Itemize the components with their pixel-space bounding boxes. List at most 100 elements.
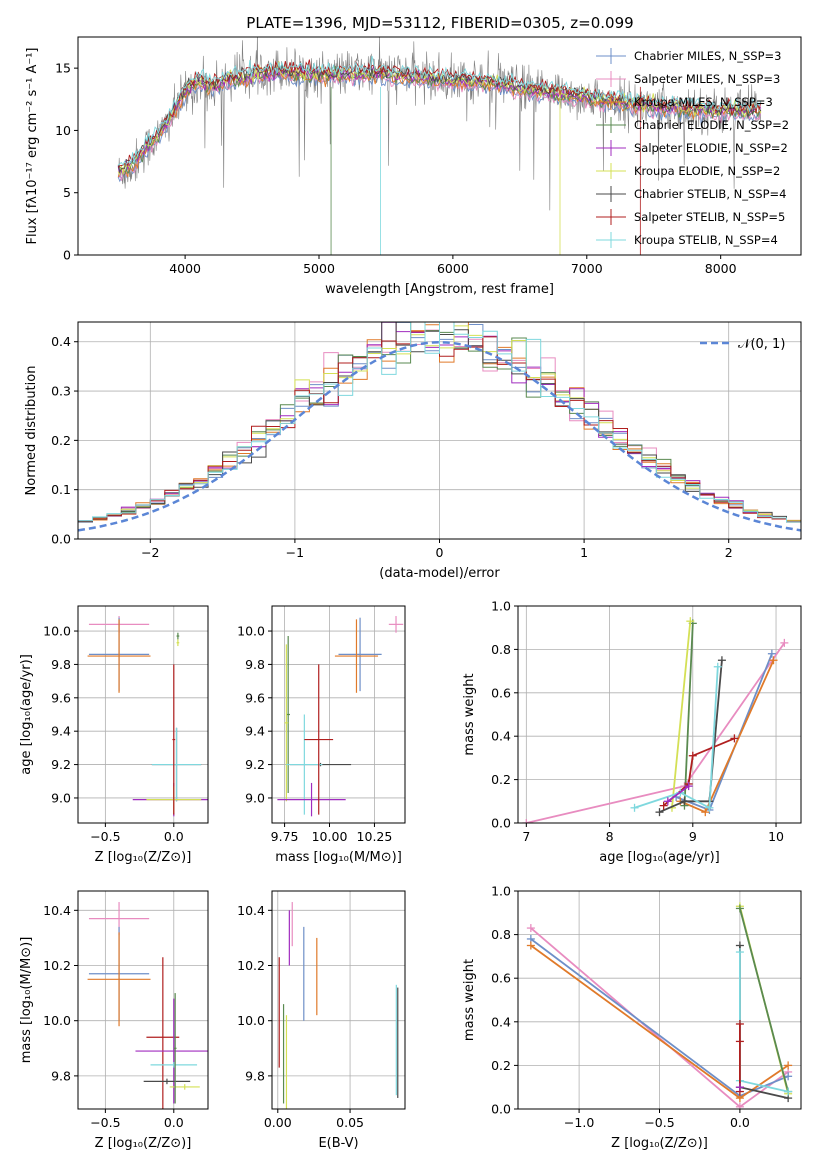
x-tick-label: 0.00 — [264, 1115, 292, 1130]
y-tick-label: 0.8 — [491, 927, 511, 942]
x-tick-label: 7 — [522, 829, 530, 844]
age-vs-Z-axes: −0.5 0.0 9.0 9.2 9.4 9.6 9.8 10.0 Z [log₁₀(Z/Z⊙)… — [19, 605, 209, 865]
y-tick-label: 10.0 — [43, 1013, 71, 1028]
y-tick-label: 10 — [55, 123, 71, 138]
y-tick-label: 10.4 — [43, 903, 71, 918]
x-axis-label: (data-model)/error — [379, 566, 500, 581]
y-axis-label: mass [log₁₀(M/M⊙)] — [19, 937, 34, 1064]
axes-frame — [517, 605, 802, 824]
y-tick-label: 0.1 — [51, 482, 71, 497]
y-tick-label: 9.4 — [51, 724, 71, 739]
plot-area — [277, 616, 404, 817]
legend-label: Chabrier ELODIE, N_SSP=2 — [634, 118, 789, 132]
y-tick-label: 9.8 — [51, 657, 71, 672]
legend-label: Kroupa ELODIE, N_SSP=2 — [634, 164, 780, 178]
spectrum-axes: 4000 5000 6000 7000 8000 0 5 10 15 wavelength [An… — [25, 36, 802, 297]
x-tick-label: 6000 — [437, 261, 469, 276]
y-axis-label: Flux [fλ10⁻¹⁷ erg cm⁻² s⁻¹ A⁻¹] — [25, 48, 40, 245]
y-tick-label: 9.8 — [245, 657, 265, 672]
x-tick-label: 1 — [580, 545, 588, 560]
y-tick-label: 1.0 — [491, 599, 511, 614]
x-tick-label: −0.5 — [90, 1115, 120, 1130]
y-tick-label: 0.0 — [491, 1102, 511, 1117]
weight-line — [683, 623, 694, 806]
y-tick-label: 10.0 — [43, 624, 71, 639]
y-tick-label: 10.0 — [237, 1013, 265, 1028]
y-tick-label: 0.4 — [491, 1014, 511, 1029]
axes-frame — [271, 890, 406, 1110]
x-axis-label: Z [log₁₀(Z/Z⊙)] — [95, 1136, 192, 1151]
plot-area — [522, 617, 789, 823]
x-tick-label: 0 — [436, 545, 444, 560]
y-tick-label: 0.2 — [491, 1058, 511, 1073]
x-tick-label: 0.05 — [336, 1115, 364, 1130]
x-axis-label: Z [log₁₀(Z/Z⊙)] — [611, 1136, 708, 1151]
axes-frame — [77, 605, 209, 824]
axes-frame — [271, 605, 406, 824]
plot-area — [78, 322, 801, 532]
y-tick-label: 9.6 — [51, 690, 71, 705]
axes-frame — [77, 890, 209, 1110]
x-tick-label: 0.0 — [164, 1115, 184, 1130]
x-tick-label: 10.25 — [357, 829, 393, 844]
plot-area — [526, 902, 793, 1109]
y-tick-label: 9.0 — [51, 790, 71, 805]
legend-label: Chabrier STELIB, N_SSP=4 — [634, 187, 786, 201]
legend-label: 𝒩(0, 1) — [738, 337, 785, 352]
weight-line — [671, 621, 692, 808]
spectrum-model-line — [117, 59, 762, 168]
x-tick-label: 0.0 — [730, 1115, 750, 1130]
y-tick-label: 0.0 — [491, 816, 511, 831]
y-tick-label: 10.4 — [237, 903, 265, 918]
residual-histogram — [78, 322, 801, 523]
y-tick-label: 0.2 — [491, 772, 511, 787]
x-tick-label: 8000 — [705, 261, 737, 276]
axes-frame — [77, 36, 802, 256]
x-tick-label: 9 — [689, 829, 697, 844]
spectrum-model-line — [117, 55, 762, 166]
x-tick-label: 9.75 — [271, 829, 299, 844]
residuals-axes: −2 −1 0 1 2 0.0 0.1 0.2 0.3 0.4 (data-model)/error… — [24, 321, 802, 581]
y-tick-label: 0 — [63, 248, 71, 263]
weight-vs-age-axes: 7 8 9 10 0.0 0.2 0.4 0.6 0.8 1.0 age [log₁₀(age/yr… — [462, 599, 802, 865]
y-tick-label: 0.8 — [491, 642, 511, 657]
figure-title: PLATE=1396, MJD=53112, FIBERID=0305, z=0… — [246, 14, 633, 32]
x-tick-label: 8 — [606, 829, 614, 844]
y-tick-label: 0.4 — [491, 729, 511, 744]
mass-vs-Z-axes: −0.5 0.0 9.8 10.0 10.2 10.4 Z [log₁₀(Z/Z⊙)] mas… — [19, 890, 209, 1151]
x-tick-label: −1.0 — [564, 1115, 594, 1130]
y-tick-label: 10.0 — [237, 624, 265, 639]
y-axis-label: mass weight — [462, 673, 477, 755]
x-tick-label: 10.00 — [312, 829, 348, 844]
weight-line — [739, 908, 789, 1092]
plot-area — [117, 37, 762, 255]
legend-label: Kroupa STELIB, N_SSP=4 — [634, 233, 778, 247]
x-axis-label: E(B-V) — [318, 1136, 358, 1151]
spectrum-legend: Chabrier MILES, N_SSP=3 Salpeter MILES, N… — [596, 48, 789, 248]
y-tick-label: 9.8 — [51, 1068, 71, 1083]
legend-label: Chabrier MILES, N_SSP=3 — [634, 49, 781, 63]
y-tick-label: 9.6 — [245, 690, 265, 705]
x-tick-label: 2 — [725, 545, 733, 560]
y-tick-label: 0.4 — [51, 334, 71, 349]
spectrum-model-line — [117, 60, 762, 177]
mass-vs-ebv-axes: 0.00 0.05 9.8 10.0 10.2 10.4 E(B-V) — [237, 890, 406, 1151]
x-tick-label: 7000 — [571, 261, 603, 276]
x-tick-label: −1 — [286, 545, 304, 560]
y-tick-label: 9.4 — [245, 724, 265, 739]
legend-label: Kroupa MILES, N_SSP=3 — [634, 95, 773, 109]
y-tick-label: 0.6 — [491, 685, 511, 700]
residual-histogram — [78, 322, 801, 522]
spectrum-model-line — [117, 70, 762, 183]
legend-label: Salpeter STELIB, N_SSP=5 — [634, 210, 785, 224]
weight-line — [526, 642, 786, 823]
x-axis-label: Z [log₁₀(Z/Z⊙)] — [95, 850, 192, 865]
plot-area — [87, 902, 208, 1109]
x-tick-label: 10 — [768, 829, 784, 844]
legend-label: Salpeter ELODIE, N_SSP=2 — [634, 141, 788, 155]
plot-area — [278, 902, 399, 1109]
y-axis-label: Normed distribution — [24, 366, 39, 496]
x-tick-label: −0.5 — [644, 1115, 674, 1130]
y-tick-label: 10.2 — [237, 958, 265, 973]
